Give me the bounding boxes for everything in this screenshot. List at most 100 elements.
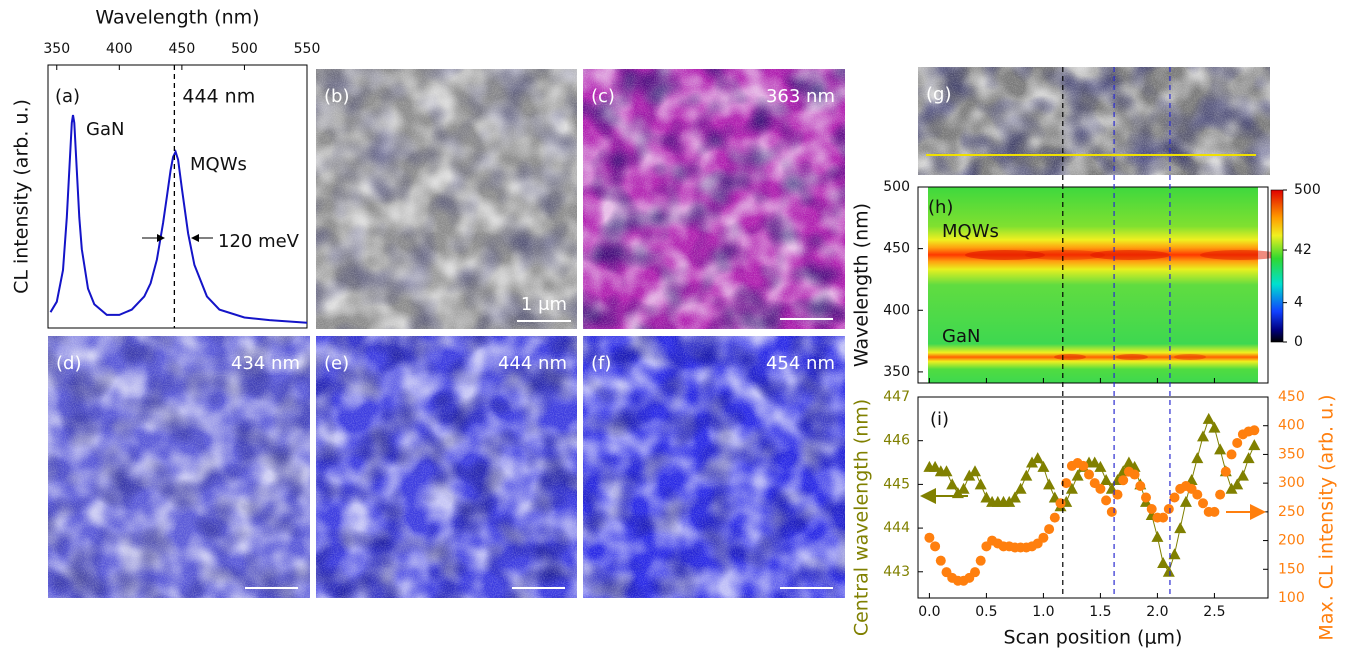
colorbar-tick-label: 4: [1294, 295, 1303, 311]
contour-map: [928, 187, 1258, 383]
micrograph-grain: [583, 69, 845, 329]
data-point: [1095, 484, 1105, 494]
panel-label: (i): [930, 409, 949, 430]
panel-label: (d): [56, 353, 81, 374]
y2-tick-label: 100: [1278, 590, 1305, 606]
y-axis-label: CL intensity (arb. u.): [11, 99, 33, 294]
contour-hotspot: [1054, 354, 1086, 360]
annotation: MQWs: [190, 154, 247, 175]
data-point: [1164, 504, 1174, 514]
data-point: [969, 465, 981, 476]
colorbar-tick-label: 42: [1294, 242, 1312, 258]
data-point: [1157, 557, 1169, 568]
y-axis-label: Wavelength (nm): [851, 203, 873, 367]
y2-axis-label: Max. CL intensity (arb. u.): [1316, 394, 1338, 640]
data-point: [1101, 495, 1111, 505]
data-point: [1020, 470, 1032, 481]
data-point: [1227, 449, 1237, 459]
y2-tick-label: 200: [1278, 533, 1305, 549]
micrograph-grain: [316, 69, 577, 329]
data-point: [1084, 470, 1094, 480]
data-point: [1118, 475, 1128, 485]
data-point: [1197, 430, 1209, 441]
panel-label: (c): [591, 86, 615, 107]
data-point: [1170, 493, 1180, 503]
data-point: [1056, 498, 1066, 508]
data-point: [1135, 481, 1145, 491]
x-tick-label: 500: [231, 41, 258, 57]
data-point: [1038, 533, 1048, 543]
data-point: [1232, 438, 1242, 448]
data-point: [924, 533, 934, 543]
colorbar-tick-label: 0: [1294, 334, 1303, 350]
data-point: [1151, 531, 1163, 542]
data-point: [1032, 452, 1044, 463]
contour-hotspot: [1025, 250, 1105, 260]
x-tick-label: 0.5: [975, 604, 997, 620]
data-point: [1215, 490, 1225, 500]
data-point: [1198, 498, 1208, 508]
panel-label: (g): [926, 84, 951, 105]
data-point: [975, 478, 987, 489]
colorbar: [1271, 190, 1283, 342]
data-point: [1050, 513, 1060, 523]
y-tick-label: 500: [883, 179, 910, 195]
data-point: [976, 556, 986, 566]
y-tick-label: 444: [883, 520, 910, 536]
data-point: [1237, 470, 1249, 481]
data-point: [970, 567, 980, 577]
x-tick-label: 2.0: [1146, 604, 1168, 620]
series-line: [929, 419, 1254, 572]
data-point: [1209, 507, 1219, 517]
data-point: [930, 541, 940, 551]
data-point: [1107, 507, 1117, 517]
marker-label: 444 nm: [182, 86, 255, 108]
figure: (b)1 μm(c)363 nm(d)434 nm(e)444 nm(f)454…: [0, 0, 1348, 659]
annotation: MQWs: [942, 221, 999, 242]
annotation: GaN: [942, 326, 980, 347]
y2-tick-label: 400: [1278, 418, 1305, 434]
y2-tick-label: 250: [1278, 504, 1305, 520]
scale-label: 1 μm: [521, 294, 567, 315]
panel-label: (e): [324, 353, 349, 374]
micrograph-grain: [48, 336, 310, 598]
x-tick-label: 550: [294, 41, 321, 57]
plot-frame: [48, 65, 307, 328]
x-tick-label: 450: [169, 41, 196, 57]
data-point: [1100, 474, 1112, 485]
data-point: [1191, 452, 1203, 463]
y-tick-label: 445: [883, 476, 910, 492]
data-point: [946, 478, 958, 489]
data-point: [1078, 461, 1088, 471]
panel-label: (b): [324, 86, 349, 107]
x-tick-label: 1.0: [1032, 604, 1054, 620]
data-point: [1015, 483, 1027, 494]
wavelength-label: 434 nm: [231, 353, 300, 374]
y-tick-label: 400: [883, 302, 910, 318]
data-point: [1243, 452, 1255, 463]
data-point: [1147, 504, 1157, 514]
data-point: [1249, 425, 1259, 435]
x-tick-label: 400: [106, 41, 133, 57]
y-tick-label: 447: [883, 389, 910, 405]
contour-hotspot: [1116, 354, 1148, 360]
y2-tick-label: 150: [1278, 561, 1305, 577]
y2-tick-label: 450: [1278, 389, 1305, 405]
data-point: [1214, 443, 1226, 454]
micrograph-grain: [918, 67, 1270, 175]
data-point: [1203, 413, 1215, 424]
data-point: [1221, 467, 1231, 477]
y-tick-label: 350: [883, 364, 910, 380]
x-axis-label: Scan position (μm): [1004, 627, 1183, 649]
micrograph-grain: [583, 336, 845, 598]
y-axis-label: Central wavelength (nm): [851, 399, 873, 636]
data-point: [1174, 522, 1186, 533]
data-point: [1180, 496, 1192, 507]
annotation: 120 meV: [218, 231, 300, 252]
y2-tick-label: 350: [1278, 446, 1305, 462]
x-tick-label: 350: [43, 41, 70, 57]
data-point: [936, 556, 946, 566]
y-tick-label: 443: [883, 564, 910, 580]
contour-hotspot: [1174, 354, 1206, 360]
data-point: [1158, 513, 1168, 523]
